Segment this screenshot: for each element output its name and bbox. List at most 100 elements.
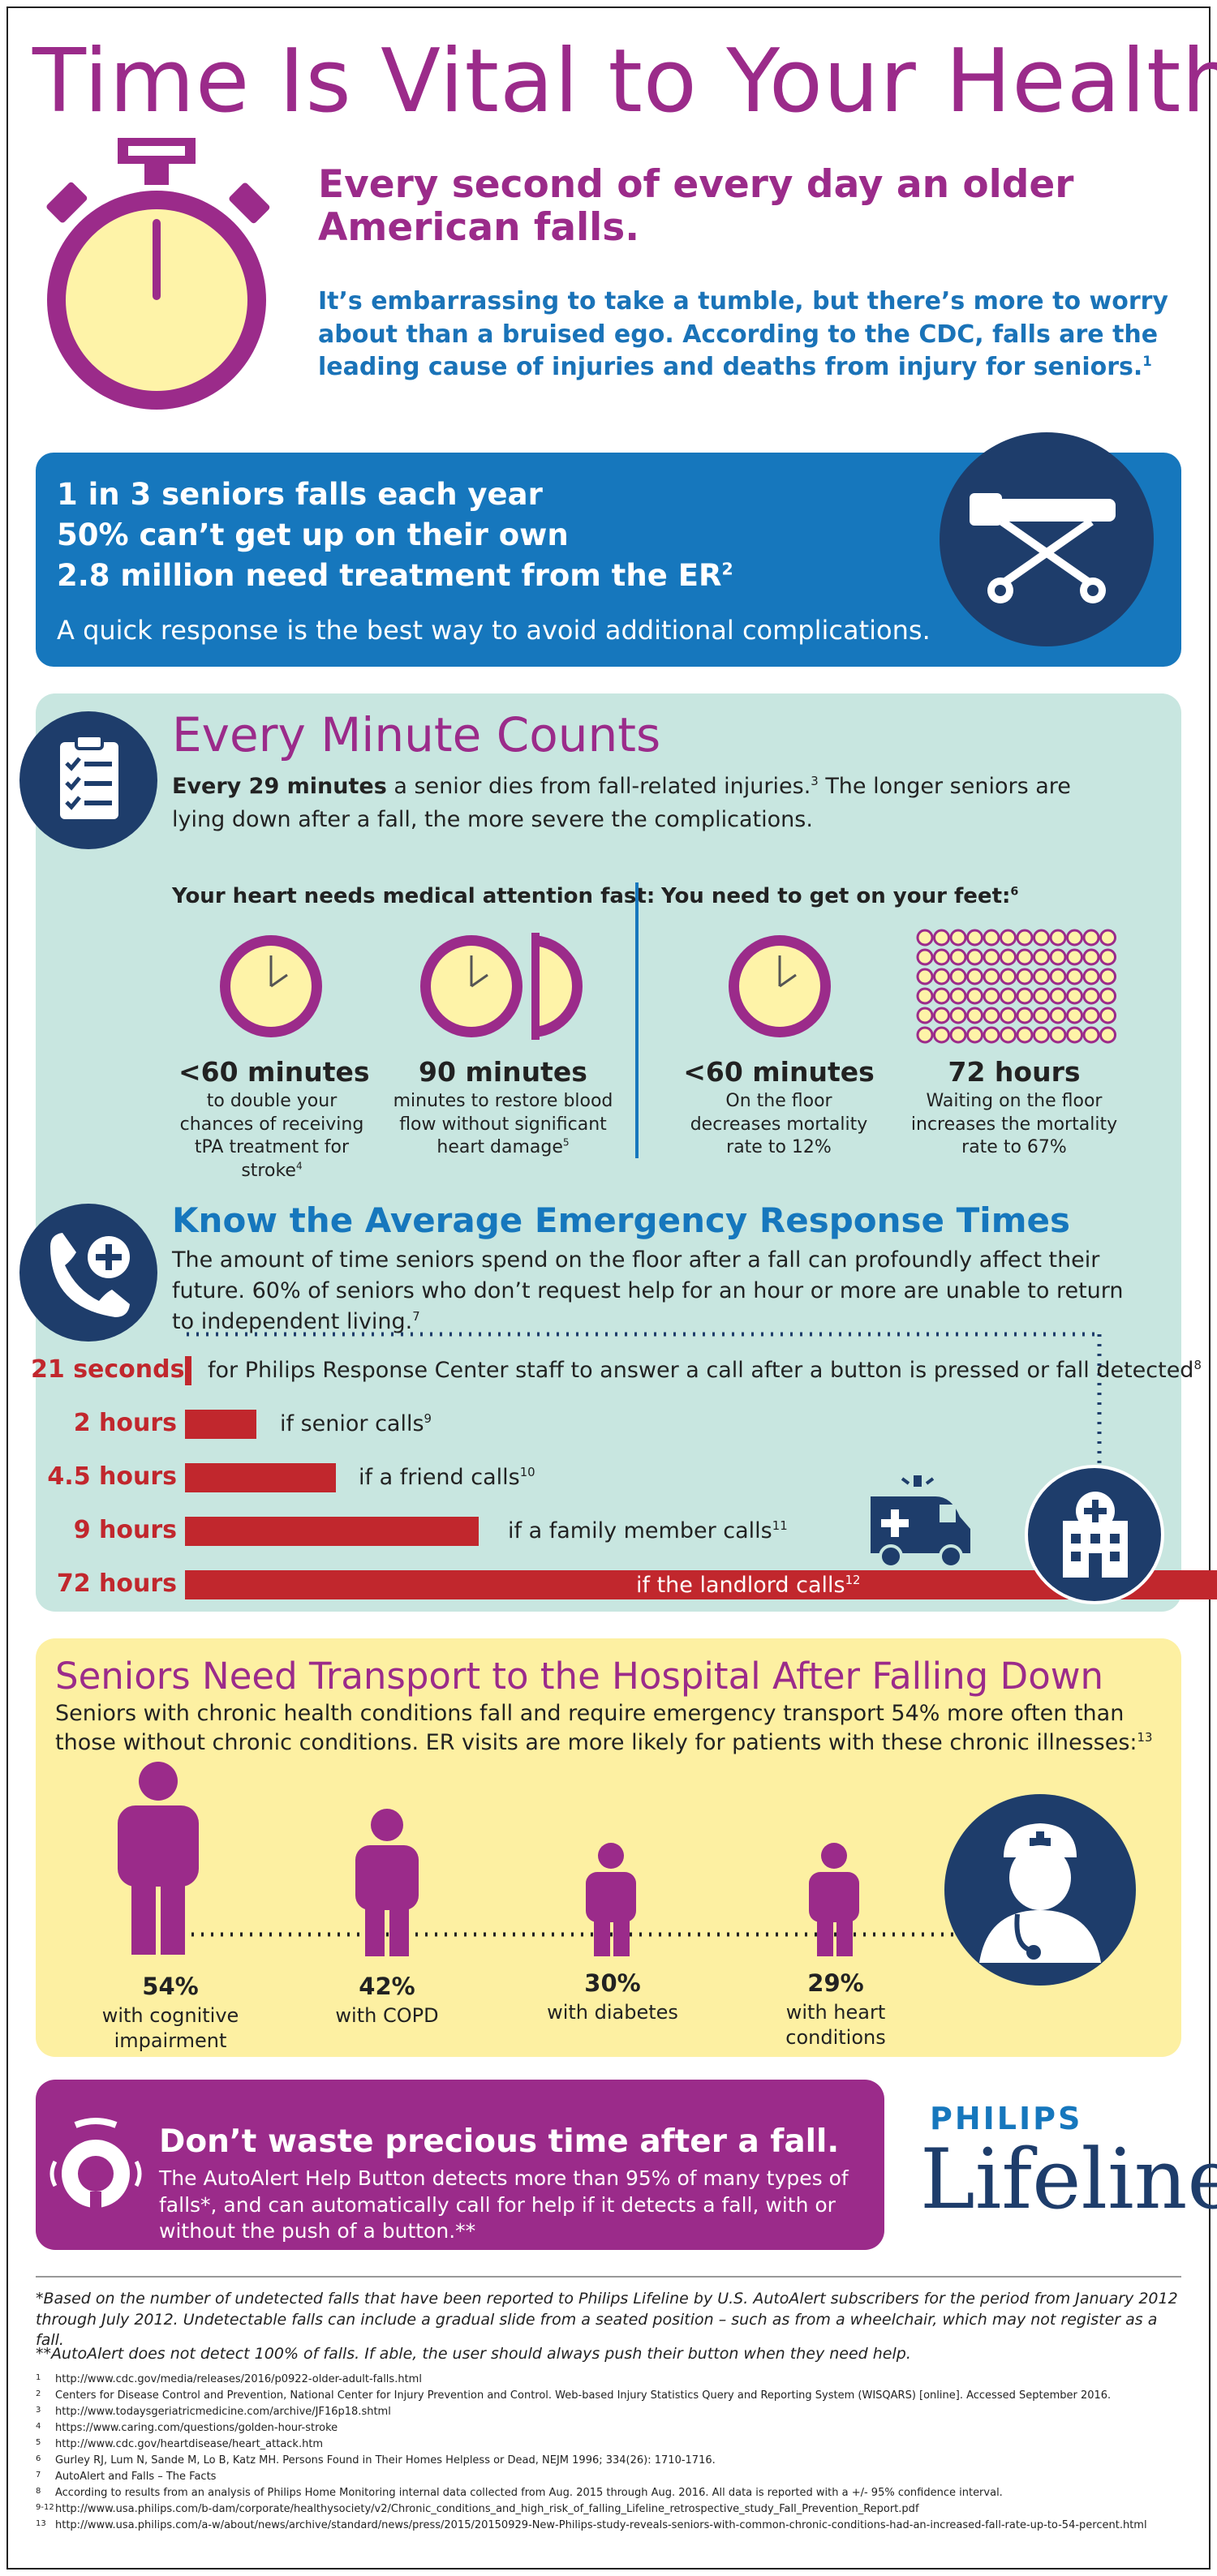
reference-text[interactable]: http://www.cdc.gov/heartdisease/heart_at… [55,2438,324,2450]
response-9-hours-label: 9 hours [73,1516,177,1544]
ambulance-icon [871,1475,970,1569]
response-4-5-hours-bar [185,1463,336,1492]
reference-number: 8 [36,2487,41,2496]
reference-item: 5 http://www.cdc.gov/heartdisease/heart_a… [36,2438,323,2450]
response-21-seconds-text: for Philips Response Center staff to ans… [208,1358,1202,1383]
reference-text[interactable]: AutoAlert and Falls – The Facts [55,2471,217,2483]
stat-falls-yearly: 1 in 3 seniors falls each year [57,477,543,512]
response-21-seconds-bar [185,1356,191,1385]
reference-number: 3 [36,2406,41,2415]
footnote-undetected: *Based on the number of undetected falls… [36,2290,1178,2350]
reference-item: 2 Centers for Disease Control and Prevent… [36,2389,1111,2402]
reference-item: 7 AutoAlert and Falls – The Facts [36,2471,216,2483]
response-dotted-path [187,1332,1102,1488]
diabetes-label: with diabetes [547,2001,678,2024]
column-divider [635,882,639,1158]
cta-box [36,2080,884,2250]
response-times-text: The amount of time seniors spend on the … [172,1247,1124,1334]
stats-note: A quick response is the best way to avoi… [57,615,931,646]
feet-column-heading: You need to get on your feet:6 [661,884,1019,908]
floor-60-value: <60 minutes [683,1056,875,1088]
reference-number: 5 [36,2438,41,2447]
response-4-5-hours-label: 4.5 hours [47,1462,177,1491]
response-21-seconds-label: 21 seconds [31,1355,185,1384]
philips-logo: PHILIPS [930,2101,1083,2136]
reference-text[interactable]: Gurley RJ, Lum N, Sande M, Lo B, Katz MH… [55,2454,716,2467]
stat-cant-get-up: 50% can’t get up on their own [57,517,569,552]
stat-er-treatment: 2.8 million need treatment from the ER2 [57,558,733,593]
clock-icon [729,935,831,1037]
help-button-icon [49,2118,142,2208]
response-2-hours-bar [185,1410,256,1439]
reference-number: 9-12 [36,2503,54,2512]
every-minute-section [36,693,1181,1612]
reference-number: 6 [36,2454,41,2463]
transport-text: Seniors with chronic health conditions f… [55,1701,1153,1756]
response-9-hours-bar [185,1517,479,1546]
heart-stroke-text: to double your chances of receiving tPA … [179,1091,364,1181]
reference-item: 9-12http://www.usa.philips.com/b-dam/cor… [36,2503,919,2515]
response-72-hours-label: 72 hours [56,1569,177,1598]
reference-text[interactable]: According to results from an analysis of… [55,2487,1003,2499]
every-minute-title: Every Minute Counts [172,707,661,762]
reference-text[interactable]: http://www.todaysgeriatricmedicine.com/a… [55,2406,391,2418]
reference-text[interactable]: https://www.caring.com/questions/golden-… [55,2422,338,2434]
response-72-hours-text: if the landlord calls12 [636,1573,861,1598]
footnote-divider [36,2276,1181,2278]
heart-stroke-value: <60 minutes [178,1056,370,1088]
response-9-hours-text: if a family member calls11 [508,1518,788,1543]
intro-text: It’s embarrassing to take a tumble, but … [318,287,1168,381]
reference-number: 2 [36,2389,41,2398]
page-title: Time Is Vital to Your Health [32,31,1217,132]
stretcher-icon [940,432,1154,646]
heart-column-heading: Your heart needs medical attention fast: [172,884,656,908]
reference-item: 4 https://www.caring.com/questions/golden… [36,2422,338,2434]
reference-number: 4 [36,2422,41,2431]
response-times-title: Know the Average Emergency Response Time… [172,1200,1070,1240]
half-clock-icon [531,933,583,1040]
headline: Every second of every day an older Ameri… [318,162,1074,250]
phone-icon [19,1204,157,1342]
reference-item: 6 Gurley RJ, Lum N, Sande M, Lo B, Katz M… [36,2454,716,2467]
hospital-icon [1025,1465,1164,1604]
response-2-hours-label: 2 hours [73,1409,177,1437]
reference-text[interactable]: Centers for Disease Control and Preventi… [55,2389,1112,2402]
cognitive-label: with cognitive impairment [101,2004,239,2053]
floor-72-text: Waiting on the floor increases the morta… [910,1091,1118,1158]
lifeline-logo: Lifeline [920,2132,1217,2228]
reference-item: 8 According to results from an analysis o… [36,2487,1003,2499]
reference-item: 1 http://www.cdc.gov/media/releases/2016/… [36,2373,422,2385]
reference-text[interactable]: http://www.usa.philips.com/a-w/about/new… [55,2519,1147,2531]
heart-pct: 29% [807,1969,864,1997]
reference-number: 13 [36,2519,46,2528]
clock-icon [220,935,322,1037]
reference-text[interactable]: http://www.usa.philips.com/b-dam/corpora… [55,2503,919,2515]
diabetes-pct: 30% [584,1969,641,1997]
checklist-icon [19,711,157,849]
clock-grid-icon [916,929,1116,1044]
floor-72-value: 72 hours [948,1056,1081,1088]
reference-item: 13 http://www.usa.philips.com/a-w/about/n… [36,2519,1147,2531]
stopwatch-icon [46,138,270,410]
heart-label: with heart conditions [785,2001,886,2050]
page-frame [6,6,1211,2570]
doctor-icon [944,1794,1136,1986]
reference-number: 1 [36,2373,41,2382]
reference-number: 7 [36,2471,41,2479]
clock-icon [420,935,522,1037]
response-4-5-hours-text: if a friend calls10 [359,1465,535,1490]
footnote-autoalert: **AutoAlert does not detect 100% of fall… [36,2345,911,2363]
cta-text: The AutoAlert Help Button detects more t… [159,2166,849,2243]
reference-item: 3 http://www.todaysgeriatricmedicine.com/… [36,2406,391,2418]
heart-damage-value: 90 minutes [419,1056,587,1088]
people-figures [118,1762,974,1956]
every-minute-text: Every 29 minutes a senior dies from fall… [172,774,1071,832]
copd-pct: 42% [359,1973,415,2000]
floor-60-text: On the floor decreases mortality rate to… [690,1091,868,1158]
reference-text[interactable]: http://www.cdc.gov/media/releases/2016/p… [55,2373,422,2385]
copd-label: with COPD [335,2004,439,2027]
transport-title: Seniors Need Transport to the Hospital A… [55,1655,1104,1698]
cognitive-pct: 54% [142,1973,199,2000]
cta-title: Don’t waste precious time after a fall. [159,2123,840,2160]
heart-damage-text: minutes to restore blood flow without si… [393,1091,613,1158]
